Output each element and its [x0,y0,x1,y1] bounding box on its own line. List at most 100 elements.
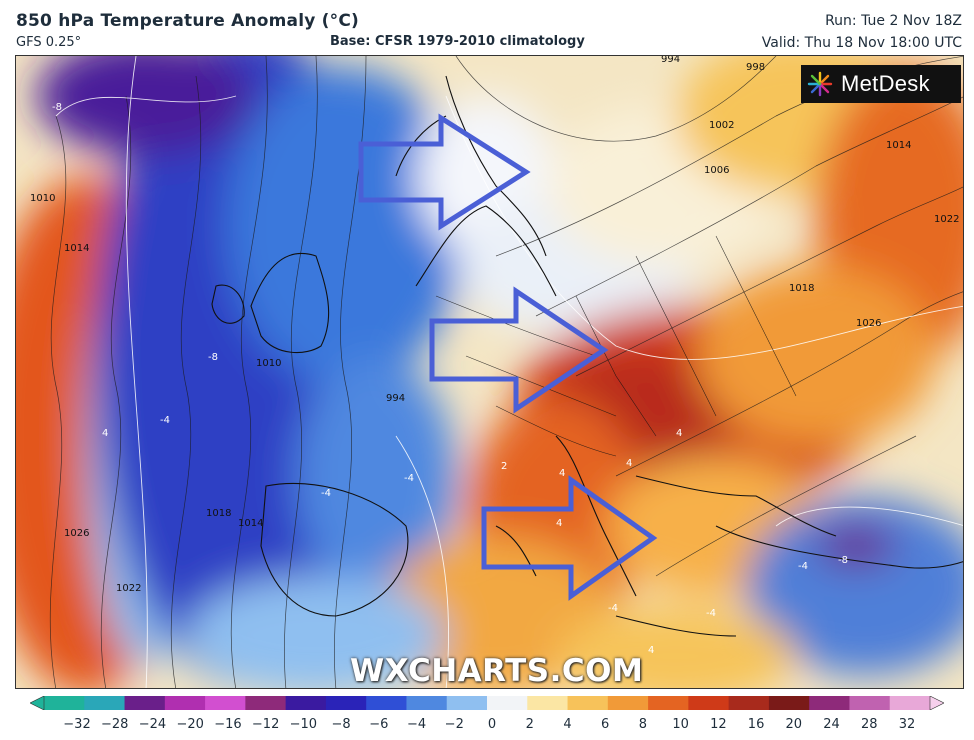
colorbar-segment [567,696,609,710]
anomaly-label: 4 [648,645,654,656]
colorbar-tick-label: 12 [710,717,727,732]
colorbar-tick-label: −8 [331,717,351,732]
colorbar-segments [44,696,931,710]
anomaly-label: -8 [208,352,218,363]
anomaly-label: 2 [501,461,507,472]
colorbar-tick-label: −20 [176,717,204,732]
colorbar-tick-label: 20 [785,717,803,732]
colorbar-tick-label: 10 [672,717,689,732]
valid-time-label: Valid: Thu 18 Nov 18:00 UTC [761,35,962,51]
isobar-label: 1014 [238,518,263,529]
isobar-label: 998 [746,62,765,73]
isobar-label: 1014 [886,140,911,151]
anomaly-label: 4 [626,458,632,469]
colorbar-tick-label: −10 [289,717,318,732]
logo-text: MetDesk [841,71,930,96]
colorbar-tick-label: −24 [138,717,167,732]
colorbar-segment [889,696,931,710]
base-climatology-label: Base: CFSR 1979-2010 climatology [330,34,585,49]
anomaly-label: -8 [838,555,848,566]
colorbar-tick-label: −4 [406,717,427,732]
isobar-label: 1010 [30,193,55,204]
metdesk-logo: MetDesk [801,65,961,103]
anomaly-label: 4 [556,518,562,529]
isobar-label: 1002 [709,120,734,131]
contour-labels: 994 998 1002 1006 1014 1022 1018 1026 1010 1014 10… [30,56,959,594]
map-svg: 994 998 1002 1006 1014 1022 1018 1026 1010 1014 10… [16,56,963,688]
colorbar-segment [728,696,770,710]
colorbar-ticks: −32 −28 −24 −20 −16 −12 −10 −8 −6 −4 −2 0 2 4 6 8 10 12 16… [0,712,974,734]
colorbar-tick-label: 4 [563,717,572,732]
isobar-label: 1006 [704,165,729,176]
colorbar-segment [245,696,287,710]
colorbar-tick-label: 0 [487,717,497,732]
colorbar-segment [325,696,367,710]
isobar-label: 1022 [116,583,141,594]
isobar-label: 1026 [64,528,89,539]
watermark: WXCHARTS.COM [350,653,644,689]
anomaly-label: -4 [706,608,716,619]
borders [435,235,797,457]
colorbar-tick-label: 28 [860,717,878,732]
colorbar-tick-label: 32 [898,717,916,732]
colorbar-segment [849,696,891,710]
colorbar-tick-label: −6 [369,717,389,732]
colorbar [30,696,944,710]
colorbar-segment [607,696,649,710]
colorbar-segment [84,696,126,710]
colorbar-segment [164,696,206,710]
colorbar-tick-label: −28 [101,717,129,732]
anomaly-label: 4 [102,428,108,439]
colorbar-segment [688,696,730,710]
colorbar-segment [648,696,689,710]
anomaly-label: 4 [559,468,565,479]
colorbar-tick-label: 2 [525,717,534,732]
arrow-central [429,286,609,414]
colorbar-segment [809,696,850,710]
chart-title: 850 hPa Temperature Anomaly (°C) [16,11,359,31]
header: 850 hPa Temperature Anomaly (°C) GFS 0.2… [0,0,974,56]
isobar-label: 994 [661,56,680,65]
anomaly-label: -4 [404,473,414,484]
anomaly-map: 994 998 1002 1006 1014 1022 1018 1026 1010 1014 10… [15,55,964,689]
colorbar-left-cap [30,696,45,710]
model-label: GFS 0.25° [16,35,82,50]
isobar-label: 1010 [256,358,281,369]
colorbar-segment [366,696,407,710]
anomaly-label: -8 [52,102,62,113]
isobar-label: 1018 [206,508,231,519]
anomaly-label: -4 [608,603,618,614]
colorbar-tick-label: −16 [214,717,242,732]
metdesk-burst-icon [807,71,833,97]
colorbar-tick-label: −32 [63,717,91,732]
colorbar-tick-label: 24 [823,717,840,732]
colorbar-tick-label: −2 [444,717,464,732]
run-time-label: Run: Tue 2 Nov 18Z [825,13,962,29]
colorbar-right-cap [929,696,944,710]
anomaly-label: 4 [676,428,682,439]
colorbar-segment [124,696,166,710]
colorbar-segment [406,696,448,710]
isobar-label: 1018 [789,283,814,294]
colorbar-tick-label: 8 [638,717,648,732]
isobar-label: 1026 [856,318,881,329]
colorbar-segment [527,696,569,710]
isobar-label: 1022 [934,214,959,225]
anomaly-label: -4 [798,561,808,572]
colorbar-segment [487,696,528,710]
coastlines [211,75,963,637]
colorbar-segment [44,696,85,710]
colorbar-segment [285,696,327,710]
anomaly-label: -4 [321,488,331,499]
arrow-north [358,113,531,231]
arrow-south [481,475,658,601]
isobar-label: 994 [386,393,405,404]
isobar-label: 1014 [64,243,89,254]
colorbar-tick-label: −12 [251,717,280,732]
colorbar-tick-label: 16 [747,717,765,732]
anomaly-labels: -8 -8 -4 -4 -4 4 4 4 4 4 2 -4 -8 4 -4 -4 [52,102,848,656]
colorbar-segment [205,696,246,710]
anomaly-label: -4 [160,415,170,426]
colorbar-segment [446,696,488,710]
colorbar-tick-label: 6 [601,717,610,732]
